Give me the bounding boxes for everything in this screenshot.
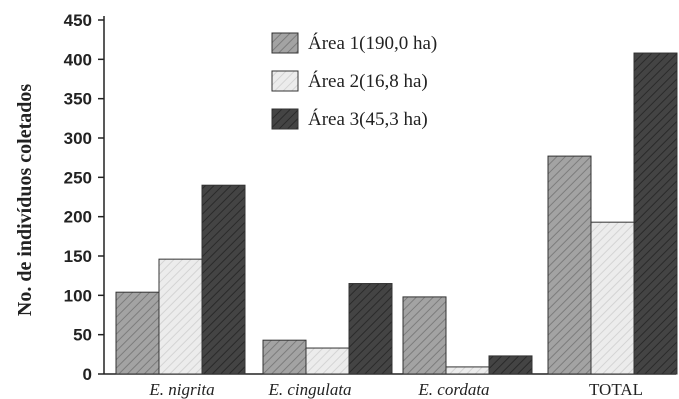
y-tick-label: 400 bbox=[64, 50, 92, 69]
legend-swatch-series-2 bbox=[271, 70, 299, 92]
bar-e-nigrita-series-2 bbox=[158, 258, 203, 375]
bar-e-nigrita-series-3 bbox=[201, 184, 246, 375]
y-tick-label: 250 bbox=[64, 168, 92, 187]
y-tick-label: 200 bbox=[64, 208, 92, 227]
legend-label-series-3: Área 3(45,3 ha) bbox=[308, 108, 428, 130]
bar-e-cordata-series-1 bbox=[402, 296, 447, 375]
bar-e-cingulata-series-2 bbox=[305, 347, 350, 375]
bar-total-series-3 bbox=[633, 52, 678, 375]
y-tick-label: 150 bbox=[64, 247, 92, 266]
legend-swatch-series-1 bbox=[271, 32, 299, 54]
x-tick-label: TOTAL bbox=[589, 380, 643, 399]
legend-label-series-2: Área 2(16,8 ha) bbox=[308, 70, 428, 92]
y-tick-label: 450 bbox=[64, 11, 92, 30]
x-tick-label: E. cordata bbox=[417, 380, 489, 399]
bar-e-cordata-series-2 bbox=[445, 366, 490, 375]
y-tick-label: 300 bbox=[64, 129, 92, 148]
x-axis-labels: E. nigrita E. cingulata E. cordata TOTAL bbox=[148, 380, 643, 399]
legend: Área 1(190,0 ha) Área 2(16,8 ha) Área 3(45… bbox=[271, 32, 437, 130]
y-axis-label: No. de indivíduos coletados bbox=[14, 84, 36, 316]
legend-label-series-1: Área 1(190,0 ha) bbox=[308, 32, 437, 54]
x-tick-label: E. cingulata bbox=[267, 380, 351, 399]
legend-swatch-series-3 bbox=[271, 108, 299, 130]
x-tick-label: E. nigrita bbox=[148, 380, 214, 399]
bars-group bbox=[115, 52, 678, 375]
y-tick-label: 0 bbox=[83, 365, 92, 384]
y-tick-label: 50 bbox=[73, 326, 92, 345]
bar-e-cingulata-series-3 bbox=[348, 283, 393, 375]
bar-e-cordata-series-3 bbox=[488, 355, 533, 375]
y-tick-label: 100 bbox=[64, 286, 92, 305]
bar-e-cingulata-series-1 bbox=[262, 339, 307, 375]
y-tick-label: 350 bbox=[64, 90, 92, 109]
bar-total-series-1 bbox=[547, 155, 592, 375]
bar-e-nigrita-series-1 bbox=[115, 291, 160, 375]
bar-total-series-2 bbox=[590, 221, 635, 375]
